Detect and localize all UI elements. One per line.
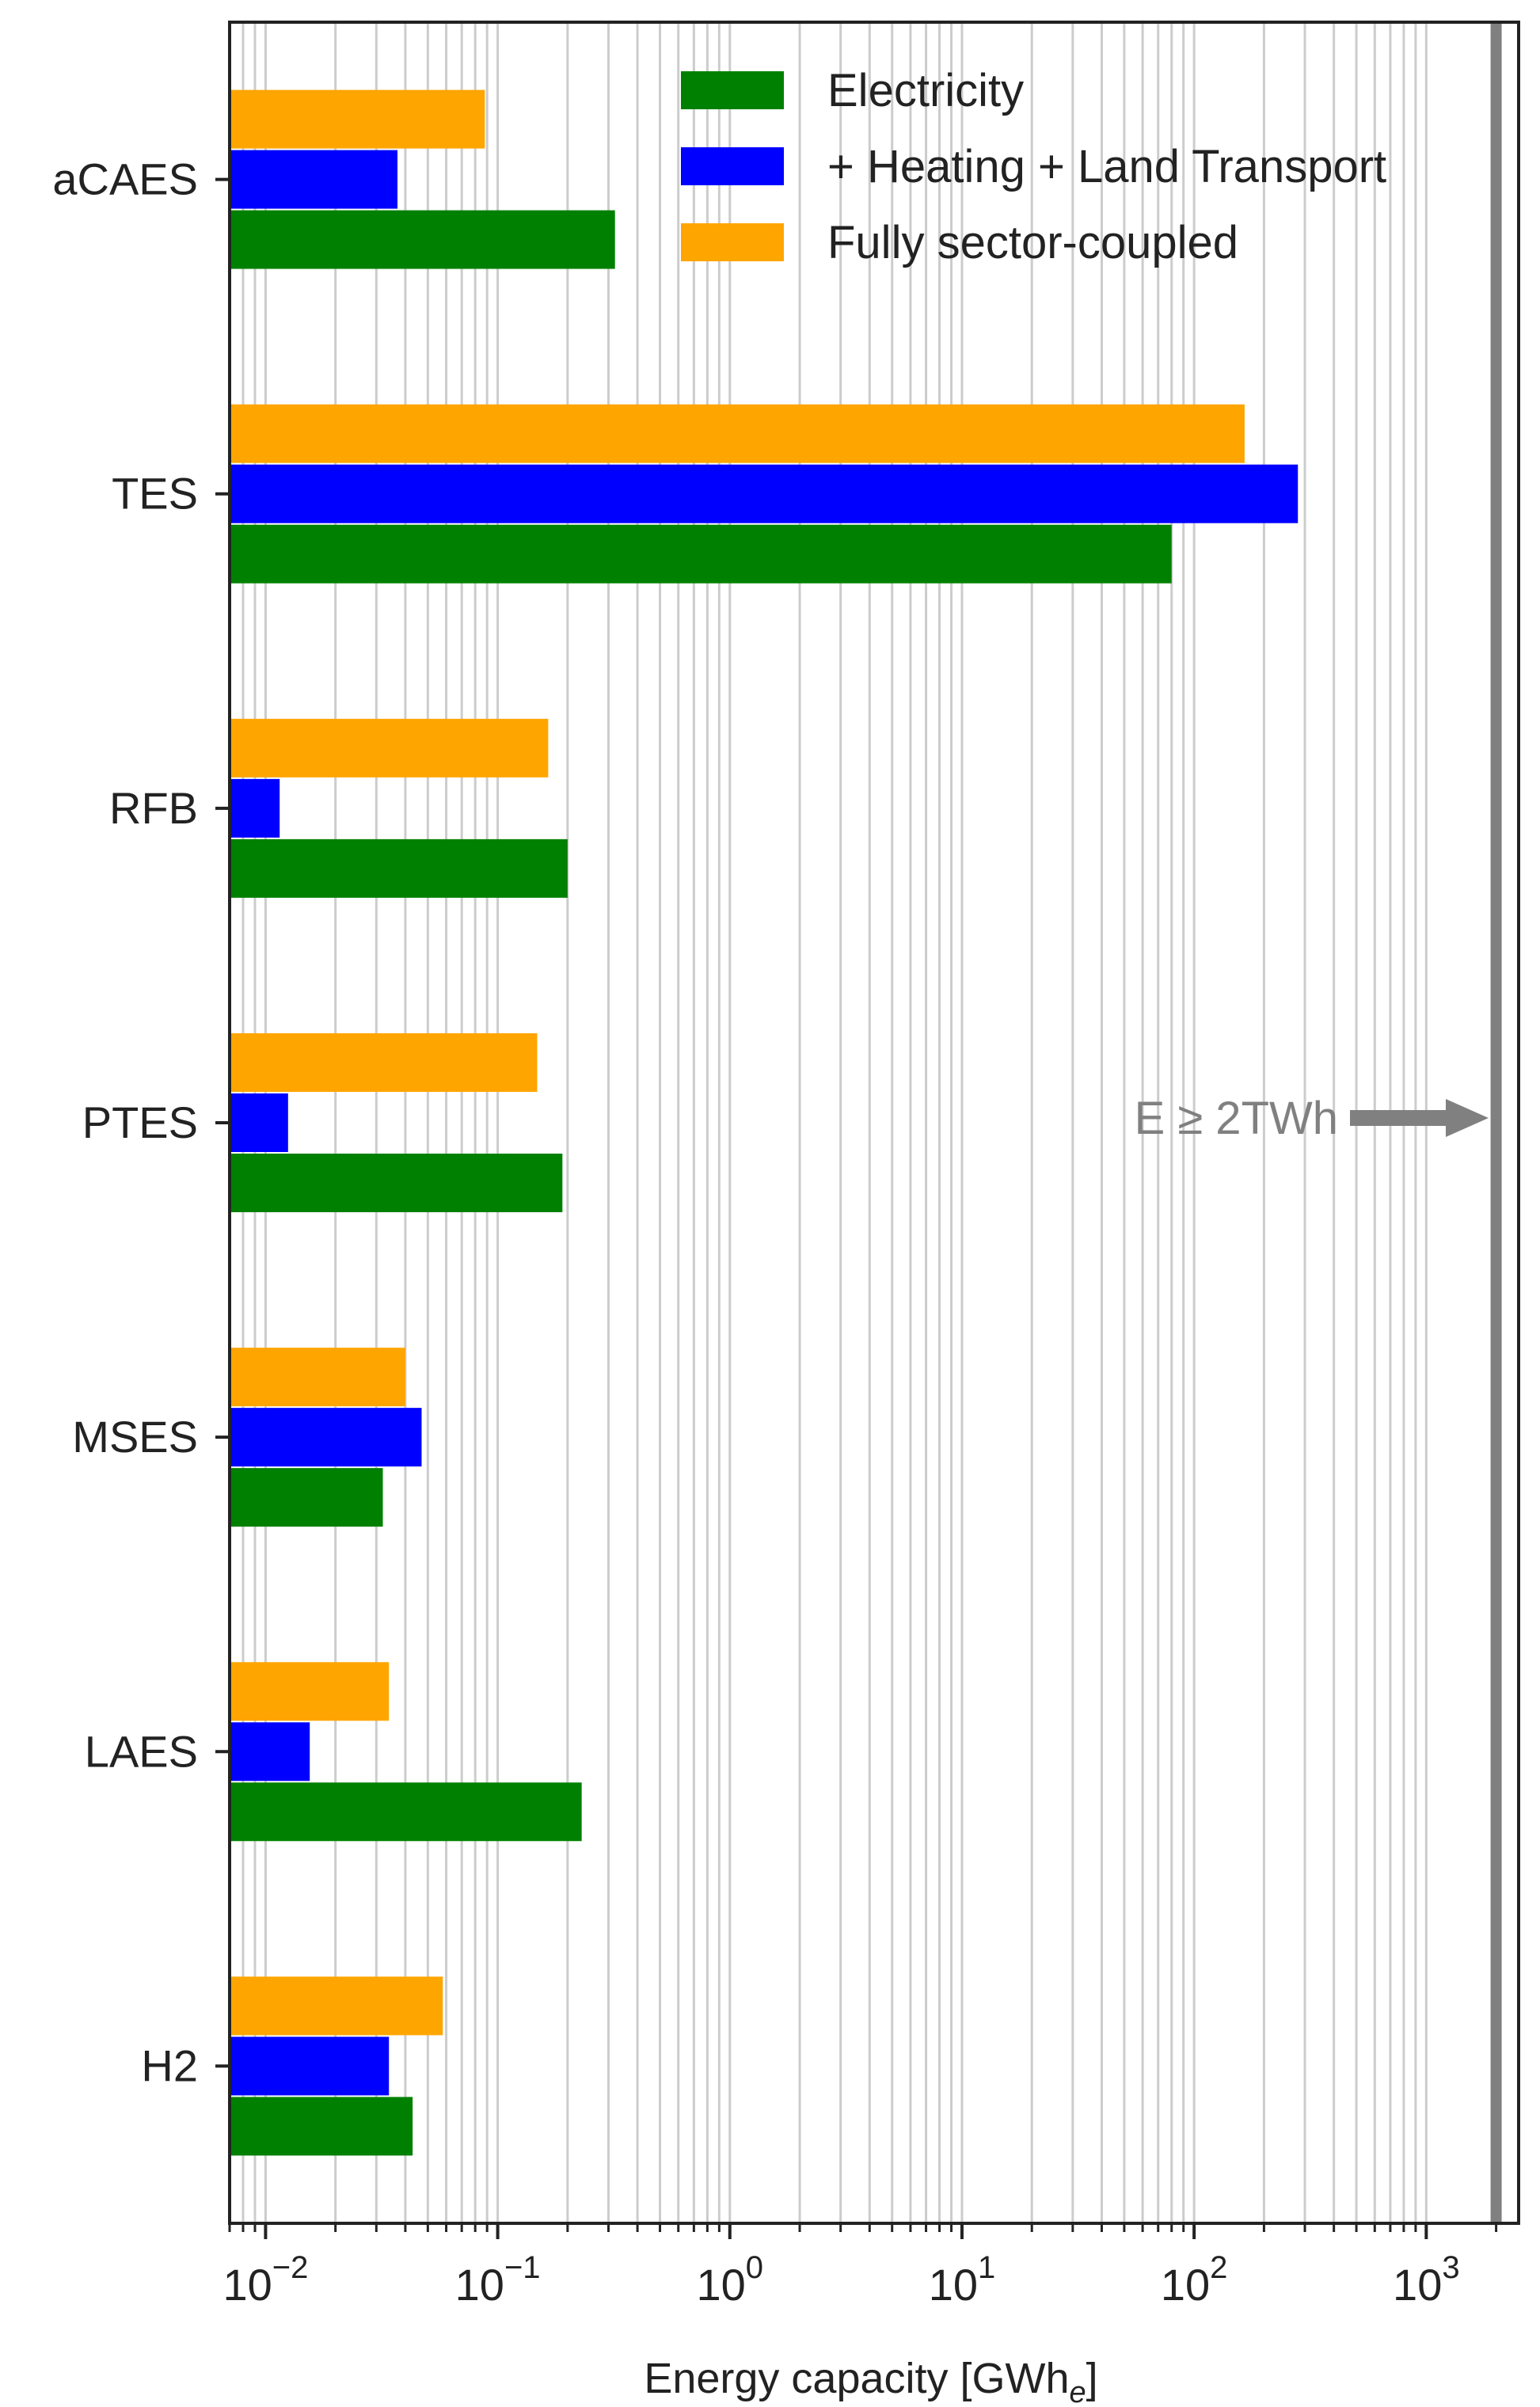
legend: Electricity + Heating + Land Transport Ful… [681, 65, 1386, 268]
threshold-marker: E ≥ 2TWh [1135, 22, 1502, 2223]
x-tick-label: 103 [1393, 2250, 1460, 2310]
x-tick-label: 101 [929, 2250, 996, 2310]
category-label: LAES [85, 1726, 198, 1776]
x-axis: 10−2 10−1 100 101 102 103 [222, 2223, 1498, 2310]
bar [230, 1468, 383, 1527]
category-label: RFB [109, 783, 198, 833]
bar [230, 1662, 390, 1721]
x-tick-label: 10−2 [222, 2250, 308, 2310]
bar [230, 150, 398, 209]
bar [230, 778, 280, 838]
bar [230, 1408, 422, 1467]
legend-swatch [681, 71, 784, 109]
grid-lines [228, 22, 1498, 2223]
legend-entry: Electricity [827, 65, 1024, 116]
bar [230, 1093, 288, 1152]
category-label: TES [112, 469, 198, 519]
legend-entry: Fully sector-coupled [827, 217, 1238, 268]
bar [230, 1033, 538, 1092]
bar [230, 524, 1172, 584]
arrow-head [1446, 1099, 1489, 1137]
bar [230, 1348, 405, 1407]
bar [230, 718, 549, 778]
y-axis: aCAES TES RFB PTES MSES LAES H2 [52, 154, 230, 2090]
bar [230, 404, 1245, 463]
bar [230, 1782, 582, 1842]
bar [230, 89, 485, 149]
category-label: PTES [82, 1097, 198, 1147]
x-tick-label: 10−1 [455, 2250, 541, 2310]
threshold-annotation: E ≥ 2TWh [1135, 1093, 1338, 1144]
bar [230, 2036, 390, 2096]
bar [230, 210, 615, 269]
legend-swatch [681, 147, 784, 185]
bar [230, 1976, 443, 2036]
x-axis-label: Energy capacity [GWhe] [644, 2355, 1097, 2407]
bar [230, 1722, 310, 1781]
category-label: MSES [72, 1412, 198, 1462]
bar [230, 2097, 413, 2156]
bar [230, 838, 568, 898]
legend-swatch [681, 223, 784, 261]
bar [230, 1154, 563, 1212]
category-label: H2 [141, 2040, 198, 2090]
category-label: aCAES [52, 154, 198, 204]
x-tick-label: 100 [697, 2250, 764, 2310]
bars [230, 89, 1299, 2156]
legend-entry: + Heating + Land Transport [827, 141, 1386, 192]
x-tick-label: 102 [1161, 2250, 1228, 2310]
bar [230, 464, 1299, 523]
